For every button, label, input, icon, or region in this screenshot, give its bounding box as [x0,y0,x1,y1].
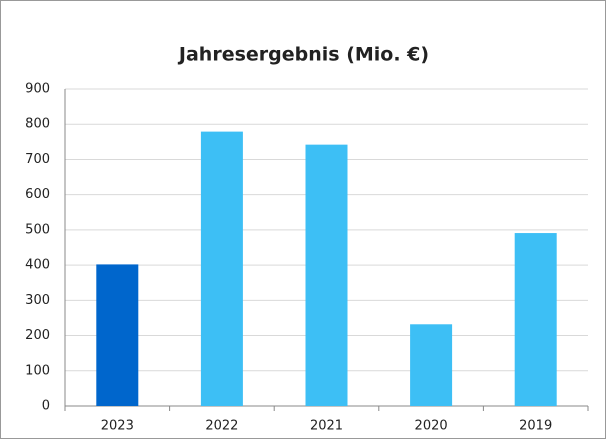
y-tick-label: 500 [25,222,50,237]
chart-title: Jahresergebnis (Mio. €) [177,44,429,66]
y-tick-label: 400 [25,258,50,273]
bar [96,264,139,406]
x-tick-label: 2021 [310,419,343,434]
bar [514,233,557,406]
y-tick-label: 800 [25,117,50,132]
y-tick-label: 300 [25,293,50,308]
y-tick-label: 100 [25,363,50,378]
bar [200,131,243,406]
y-tick-label: 900 [25,82,50,97]
x-tick-label: 2022 [205,419,238,434]
x-tick-label: 2020 [415,419,448,434]
x-tick-label: 2023 [101,419,134,434]
y-tick-label: 600 [25,187,50,202]
y-tick-label: 0 [42,399,50,414]
x-tick-label: 2019 [519,419,552,434]
bar [305,144,348,406]
y-tick-label: 700 [25,152,50,167]
bar [410,324,453,406]
y-tick-label: 200 [25,328,50,343]
